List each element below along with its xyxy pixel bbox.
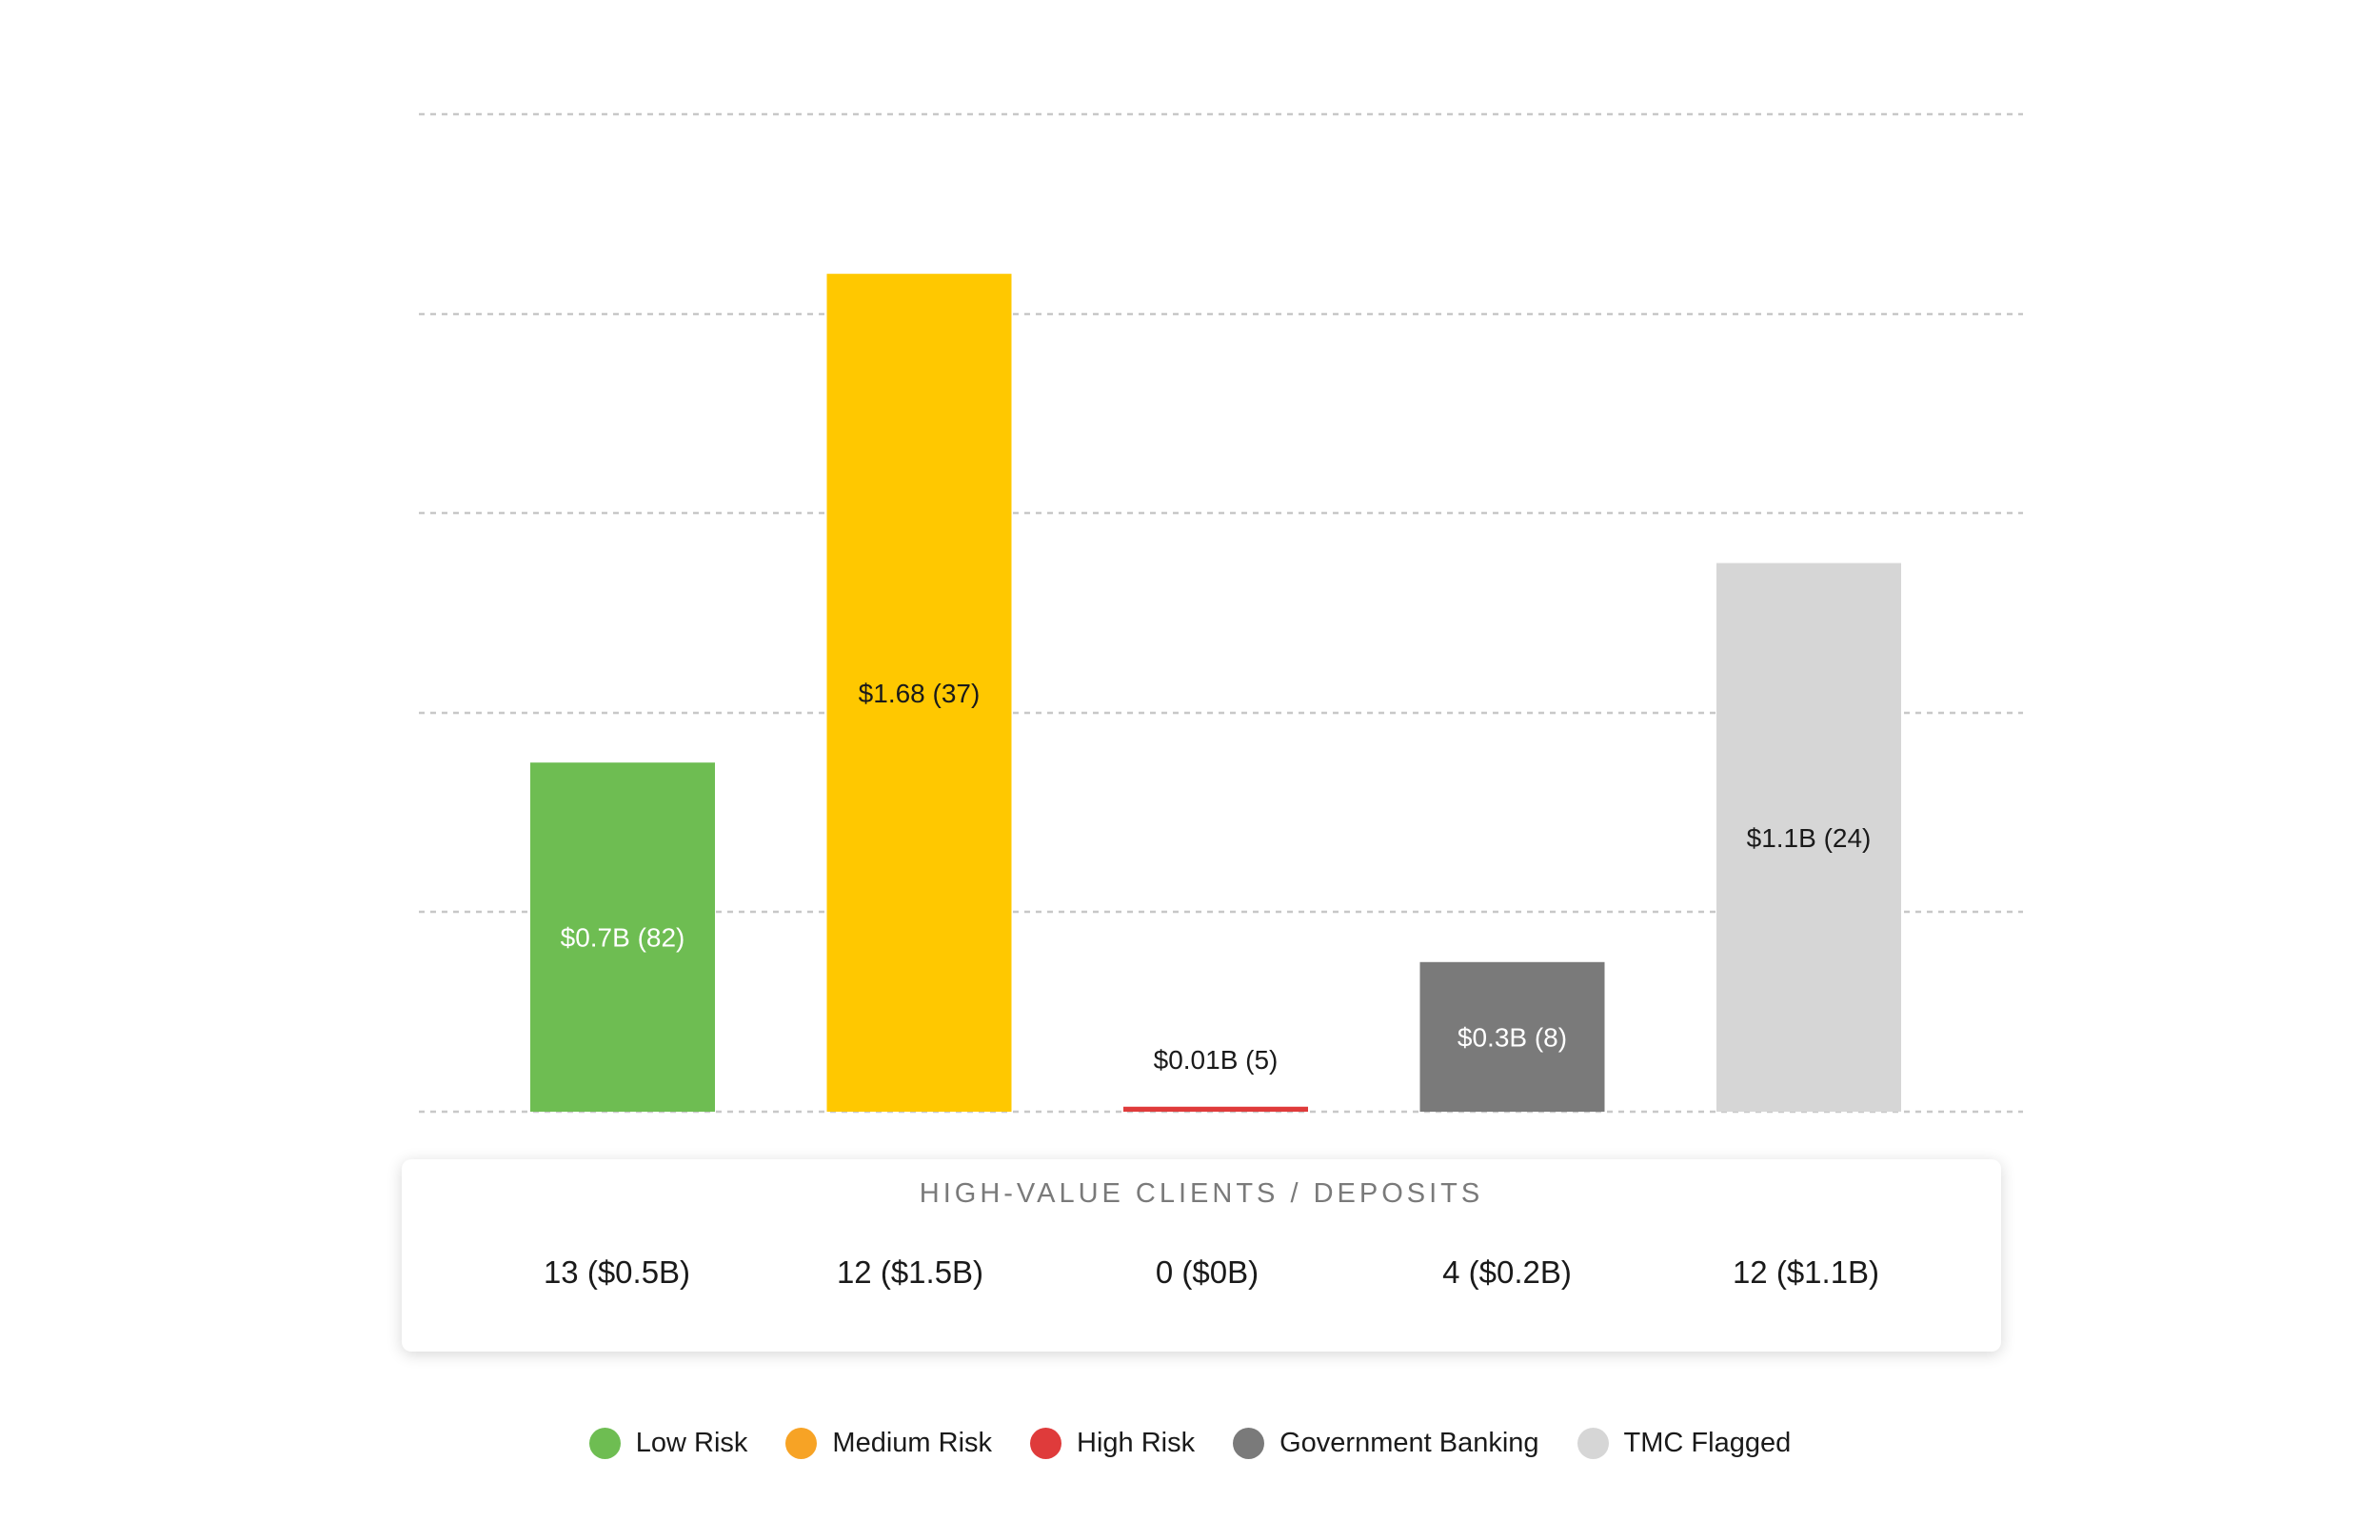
bar-high-risk[interactable] <box>1123 1106 1308 1112</box>
summary-value-low-risk: 13 ($0.5B) <box>543 1254 691 1290</box>
bar-government-banking[interactable] <box>1419 961 1605 1112</box>
summary-value-medium-risk: 12 ($1.5B) <box>836 1254 984 1290</box>
data-label-high-risk: $0.01B (5) <box>1154 1045 1279 1075</box>
legend-swatch-government-banking <box>1233 1427 1265 1459</box>
bar-data-labels: $0.7B (82) $1.68 (37) $0.01B (5) $0.3B (8) $… <box>561 679 1872 1075</box>
legend-swatch-high-risk <box>1030 1427 1062 1459</box>
summary-value-tmc-flagged: 12 ($1.1B) <box>1732 1254 1880 1290</box>
legend-label: Low Risk <box>635 1427 748 1458</box>
summary-panel: HIGH-VALUE CLIENTS / DEPOSITS 13 ($0.5B)… <box>402 1159 2001 1352</box>
data-label-medium-risk: $1.68 (37) <box>859 679 981 708</box>
summary-value-high-risk: 0 ($0B) <box>1155 1254 1259 1290</box>
legend: Low Risk Medium Risk High Risk Governmen… <box>0 1416 2380 1470</box>
legend-item-high-risk[interactable]: High Risk <box>1030 1427 1196 1459</box>
data-label-tmc-flagged: $1.1B (24) <box>1747 823 1872 853</box>
legend-item-low-risk[interactable]: Low Risk <box>588 1427 748 1459</box>
summary-title: HIGH-VALUE CLIENTS / DEPOSITS <box>919 1178 1484 1209</box>
legend-swatch-medium-risk <box>785 1427 818 1459</box>
legend-item-government-banking[interactable]: Government Banking <box>1233 1427 1539 1459</box>
legend-swatch-tmc-flagged <box>1577 1427 1609 1459</box>
bar-tmc-flagged[interactable] <box>1716 563 1901 1112</box>
legend-swatch-low-risk <box>588 1427 621 1459</box>
bars <box>530 273 1901 1112</box>
legend-label: Government Banking <box>1279 1427 1539 1458</box>
legend-item-tmc-flagged[interactable]: TMC Flagged <box>1577 1427 1792 1459</box>
legend-label: TMC Flagged <box>1623 1427 1792 1458</box>
bar-medium-risk[interactable] <box>826 273 1012 1112</box>
bar-low-risk[interactable] <box>530 762 715 1112</box>
data-label-low-risk: $0.7B (82) <box>561 923 685 953</box>
legend-label: Medium Risk <box>832 1427 993 1458</box>
data-label-government-banking: $0.3B (8) <box>1458 1022 1567 1052</box>
summary-value-government-banking: 4 ($0.2B) <box>1442 1254 1572 1290</box>
legend-label: High Risk <box>1077 1427 1196 1458</box>
legend-item-medium-risk[interactable]: Medium Risk <box>785 1427 993 1459</box>
